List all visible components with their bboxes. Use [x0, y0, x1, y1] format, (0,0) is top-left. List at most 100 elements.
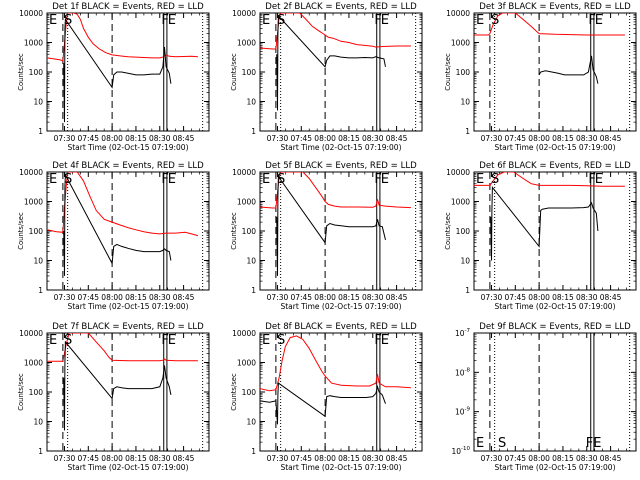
events-series-line — [63, 173, 172, 276]
panel-det-1: Det 1f BLACK = Events, RED = LLD 1 10 100 10… — [17, 2, 210, 152]
panel-title: Det 9f BLACK = Events, RED = LLD — [479, 322, 631, 332]
series-group — [260, 172, 411, 276]
y-axis-label: Counts/sec — [17, 373, 25, 411]
series-group — [47, 333, 198, 431]
x-tick-label: 08:30 — [576, 293, 598, 302]
x-tick-label: 08:15 — [338, 134, 360, 143]
event-annotation: S — [491, 172, 499, 187]
y-axis-label: Counts/sec — [444, 212, 452, 250]
x-axis-label: Start Time (02-Oct-15 07:19:00) — [494, 302, 615, 311]
y-axis-label: Counts/sec — [230, 53, 238, 91]
event-annotation: E — [381, 172, 389, 187]
event-annotation: E — [381, 333, 389, 348]
x-tick-label: 08:15 — [338, 454, 360, 463]
x-tick-label: 08:00 — [314, 454, 336, 463]
plot-frame — [46, 12, 210, 132]
y-tick-label: 1000 — [237, 198, 256, 207]
x-tick-label: 07:45 — [77, 293, 99, 302]
x-tick-label: 08:45 — [386, 134, 408, 143]
x-tick-label: 08:00 — [528, 293, 550, 302]
x-tick-label: 07:45 — [504, 293, 526, 302]
x-tick-label: 08:45 — [173, 134, 195, 143]
events-series-line — [490, 186, 599, 261]
series-group — [260, 13, 411, 111]
x-tick-label: 07:30 — [54, 134, 76, 143]
x-tick-label: 08:45 — [600, 134, 622, 143]
y-tick-label: 1 — [251, 127, 256, 136]
y-tick-label: 10 — [246, 98, 256, 107]
x-tick-label: 08:30 — [149, 454, 171, 463]
x-tick-label: 07:45 — [290, 134, 312, 143]
events-series-line — [276, 175, 386, 276]
panel-title: Det 2f BLACK = Events, RED = LLD — [265, 2, 417, 12]
y-tick-label: 10 — [33, 257, 43, 266]
panel-det-8: Det 8f BLACK = Events, RED = LLD 1 10 100 10… — [230, 322, 423, 472]
event-annotation: S — [277, 172, 285, 187]
y-tick-label: 1 — [38, 286, 43, 295]
y-tick-label: 100 — [29, 388, 44, 397]
y-tick-label: 1000 — [24, 359, 43, 368]
x-tick-label: 07:30 — [267, 293, 289, 302]
y-axis-label: Counts/sec — [230, 212, 238, 250]
y-tick-label: 10000 — [446, 168, 470, 177]
y-tick-label: 10000 — [19, 168, 43, 177]
y-tick-label: 10 — [460, 257, 470, 266]
y-tick-label: 1 — [38, 447, 43, 456]
x-tick-label: 07:30 — [481, 134, 503, 143]
y-axis-label: Counts/sec — [17, 212, 25, 250]
event-annotation: F — [374, 13, 381, 28]
panel-title: Det 1f BLACK = Events, RED = LLD — [52, 2, 204, 12]
event-annotation: E — [476, 13, 484, 28]
lld-series-line — [260, 335, 411, 392]
x-tick-label: 07:45 — [504, 134, 526, 143]
lld-series-line — [47, 172, 199, 237]
x-axis-label: Start Time (02-Oct-15 07:19:00) — [494, 463, 615, 472]
event-annotation: F — [588, 13, 595, 28]
plot-frame — [46, 171, 210, 291]
x-tick-label: 07:30 — [54, 293, 76, 302]
events-series-line — [63, 18, 172, 123]
event-annotation: E — [595, 172, 603, 187]
y-tick-label: 10000 — [19, 329, 43, 338]
panel-title: Det 5f BLACK = Events, RED = LLD — [265, 161, 417, 171]
x-tick-label: 08:15 — [552, 134, 574, 143]
x-axis-label: Start Time (02-Oct-15 07:19:00) — [280, 463, 401, 472]
lld-series-line — [474, 13, 625, 36]
y-tick-label: 100 — [242, 68, 257, 77]
event-annotation: S — [64, 13, 72, 28]
y-tick-label: 1000 — [237, 359, 256, 368]
event-annotation: FE — [586, 436, 602, 451]
lld-series-line — [474, 172, 625, 187]
plot-frame — [259, 12, 423, 132]
x-tick-label: 08:00 — [101, 454, 123, 463]
panel-title: Det 6f BLACK = Events, RED = LLD — [479, 161, 631, 171]
plot-frame — [473, 332, 637, 452]
y-tick-label: 10-9 — [455, 407, 471, 417]
x-tick-label: 07:30 — [481, 454, 503, 463]
y-tick-label: 10000 — [446, 9, 470, 18]
y-tick-label: 1000 — [24, 39, 43, 48]
x-axis-label: Start Time (02-Oct-15 07:19:00) — [67, 302, 188, 311]
event-annotation: S — [64, 333, 72, 348]
event-annotation: F — [588, 172, 595, 187]
x-tick-label: 08:15 — [338, 293, 360, 302]
y-tick-label: 10 — [246, 257, 256, 266]
event-annotation: E — [49, 172, 57, 187]
plot-frame — [473, 171, 637, 291]
y-tick-label: 100 — [242, 388, 257, 397]
y-tick-label: 1 — [251, 447, 256, 456]
x-tick-label: 08:45 — [173, 293, 195, 302]
panel-det-5: Det 5f BLACK = Events, RED = LLD 1 10 100 10… — [230, 161, 423, 311]
events-series-line — [538, 55, 599, 84]
y-tick-label: 100 — [456, 227, 471, 236]
y-tick-label: 1000 — [451, 198, 470, 207]
y-tick-label: 10-10 — [451, 446, 470, 456]
x-tick-label: 08:45 — [386, 293, 408, 302]
plot-frame — [46, 332, 210, 452]
x-tick-label: 08:00 — [528, 454, 550, 463]
event-annotation: E — [49, 13, 57, 28]
y-tick-label: 10-8 — [455, 367, 471, 377]
x-tick-label: 08:45 — [386, 454, 408, 463]
event-annotation: F — [374, 172, 381, 187]
